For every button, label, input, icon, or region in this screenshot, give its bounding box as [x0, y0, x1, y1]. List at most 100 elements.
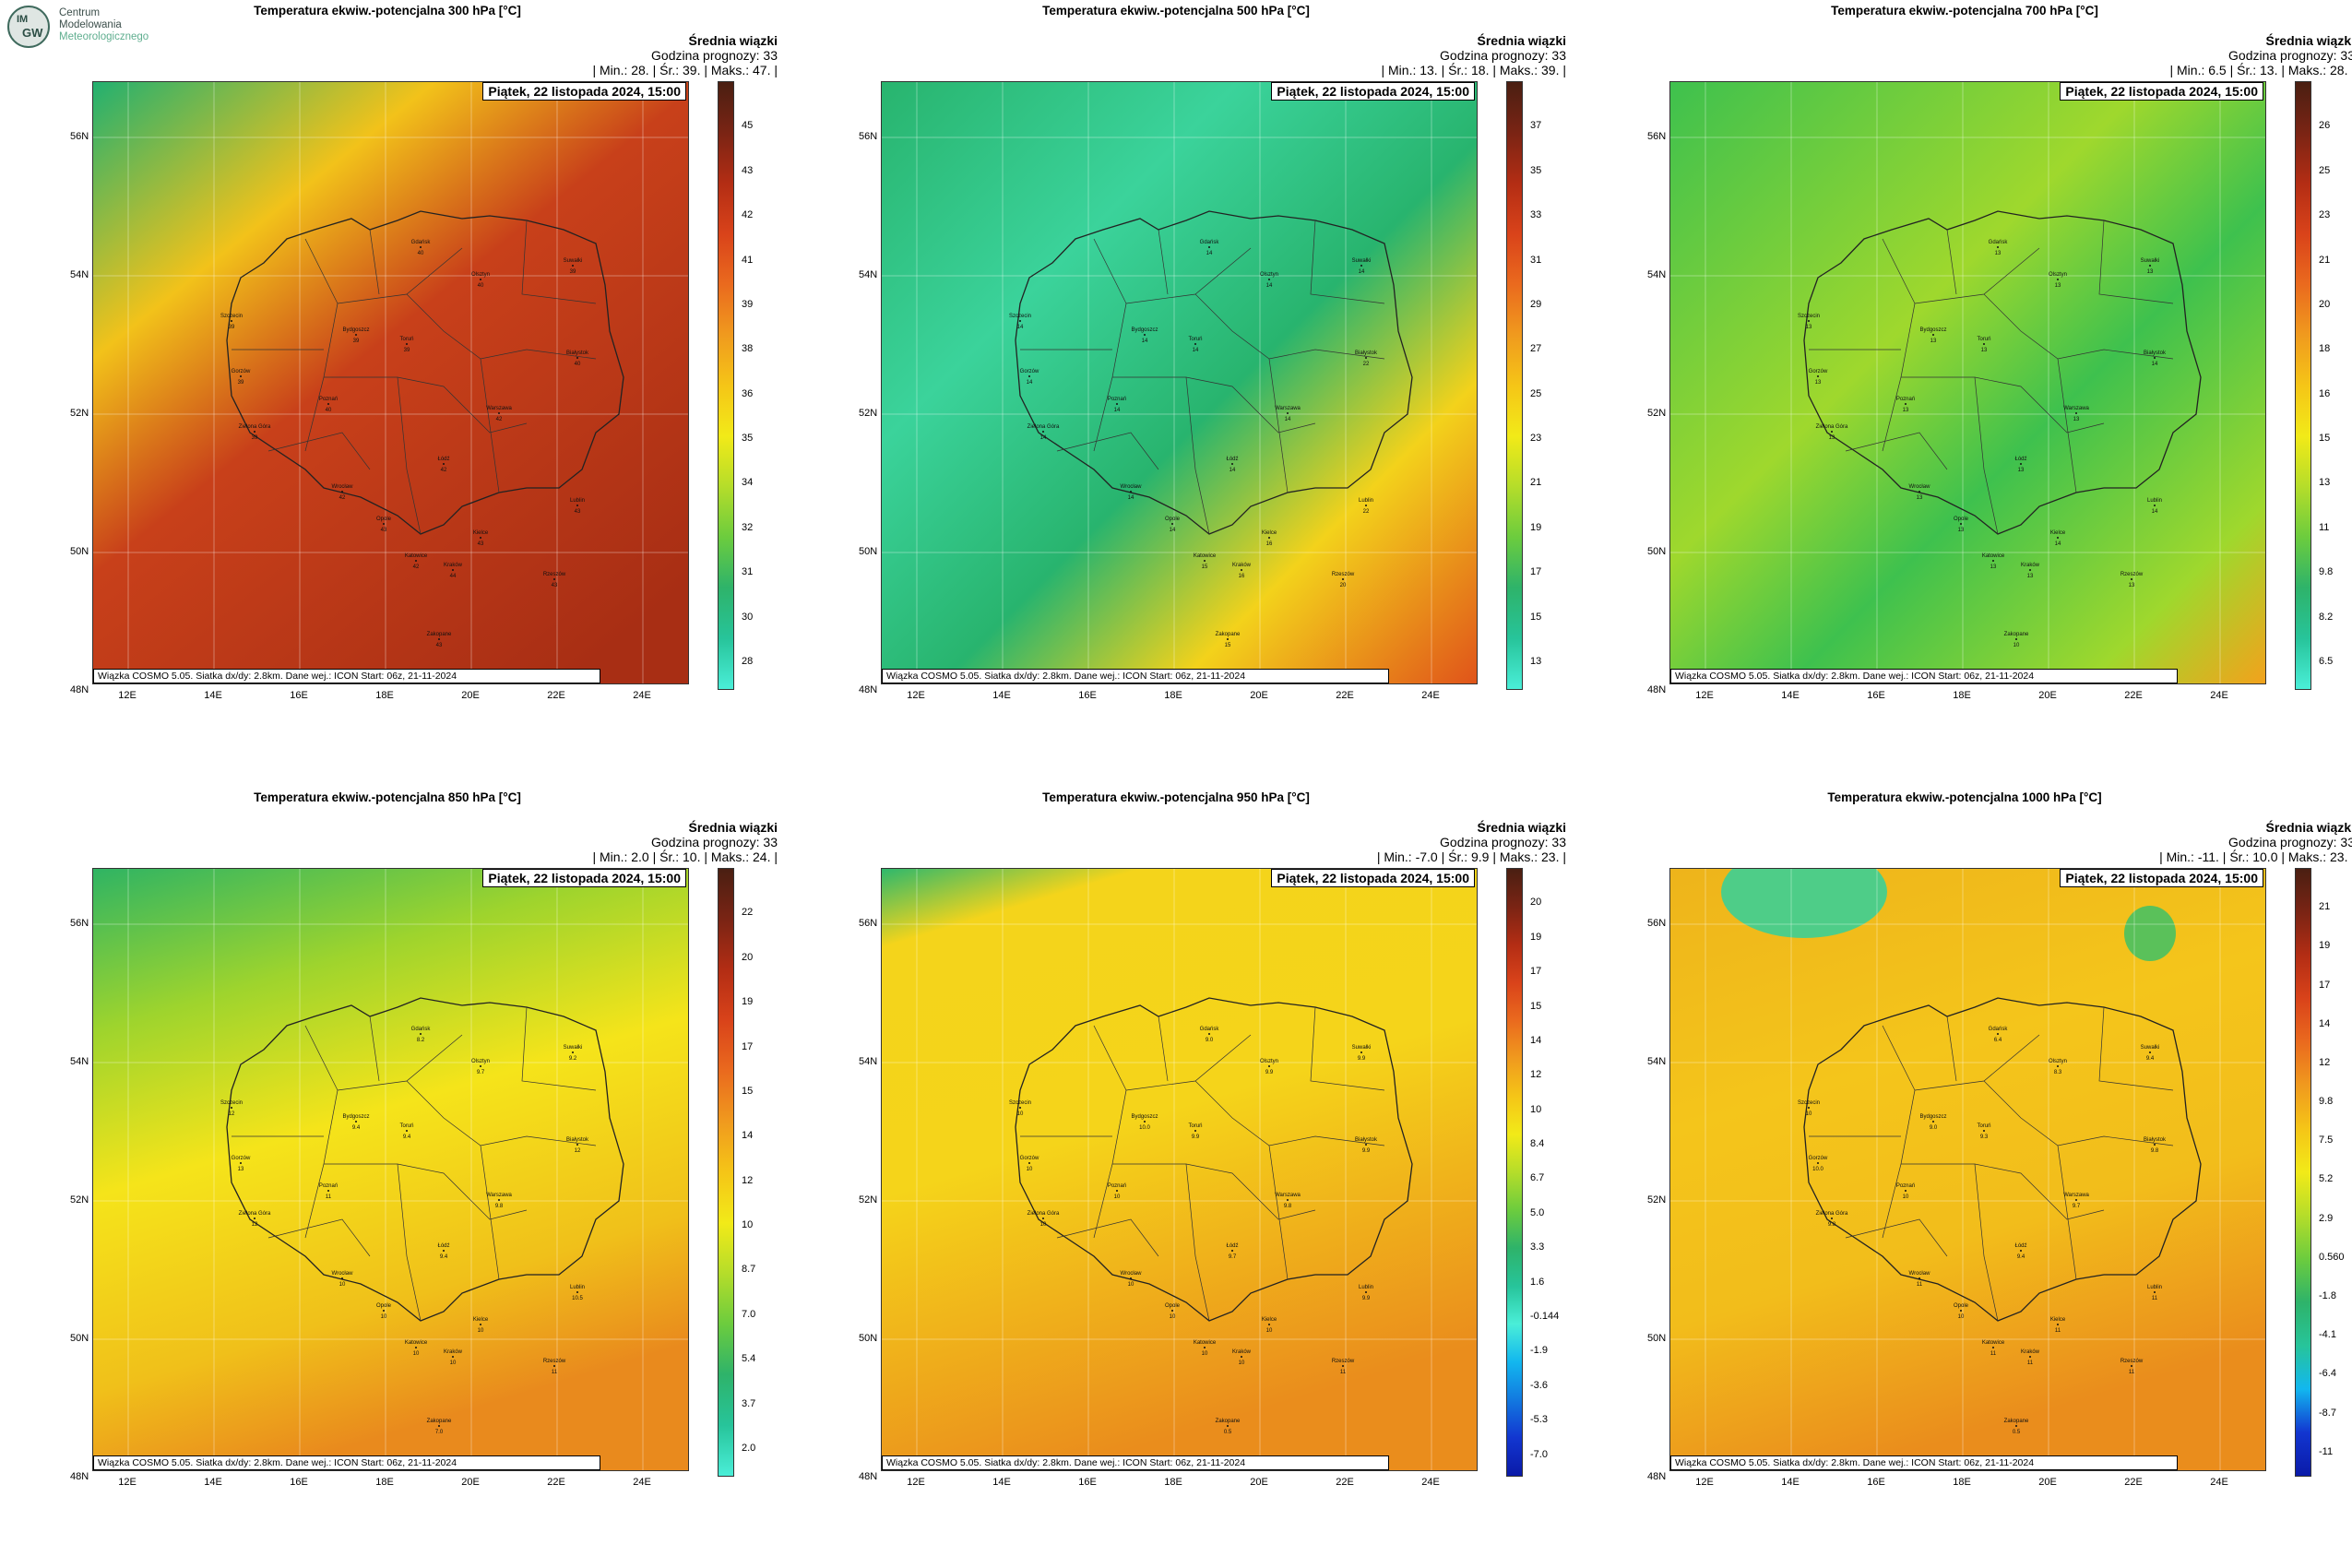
voivodeship-border [480, 358, 500, 493]
city-value: 13 [2073, 417, 2080, 422]
colorbar-tick-label: 1.6 [1530, 1276, 1545, 1288]
city-marker [254, 1218, 255, 1219]
lon-tick-label: 14E [204, 1477, 222, 1488]
colorbar-tick-label: 37 [1530, 120, 1542, 132]
city-marker [452, 1356, 454, 1358]
city-label: Suwałki [564, 258, 583, 264]
city-marker [498, 412, 500, 414]
field-background [882, 82, 1477, 683]
city-label: Bydgoszcz [1919, 327, 1946, 333]
colorbar-tick-label: 17 [742, 1040, 754, 1052]
city-value: 10 [478, 1328, 484, 1334]
forecast-map[interactable]: Gdańsk 9.0 Olsztyn 9.9 Suwałki 9.9 Szczecin 10 B… [881, 868, 1478, 1471]
voivodeship-border [369, 229, 380, 295]
city-label: Lublin [1359, 1285, 1373, 1290]
city-value: 14 [1170, 528, 1176, 533]
city-marker [2131, 1365, 2132, 1367]
city-value: 10 [2013, 643, 2020, 648]
city-marker [2057, 279, 2059, 280]
city-marker [2057, 537, 2059, 539]
forecast-hour: Godzina prognozy: 33 [1440, 48, 1566, 63]
city-label: Lublin [570, 1285, 585, 1290]
city-value: 16 [1239, 574, 1245, 579]
lon-tick-label: 24E [633, 1477, 651, 1488]
city-label: Wrocław [1121, 1271, 1143, 1277]
city-value: 10 [1114, 1194, 1121, 1200]
city-value: 42 [496, 417, 503, 422]
city-label: Warszawa [1275, 406, 1301, 411]
city-value: 10 [1958, 1314, 1965, 1320]
colorbar-tick-label: 42 [742, 209, 754, 221]
city-label: Warszawa [486, 406, 512, 411]
panel-title: Temperatura ekwiw.-potencjalna 1000 hPa … [1827, 790, 2102, 804]
city-value: 9.8 [1284, 1204, 1292, 1209]
city-value: 20 [1340, 583, 1347, 588]
city-value: 11 [1990, 1351, 1997, 1357]
source-note: Wiązka COSMO 5.05. Siatka dx/dy: 2.8km. … [1670, 669, 2178, 683]
voivodeship-border [1185, 376, 1210, 535]
lon-tick-label: 20E [1250, 1477, 1268, 1488]
city-label: Katowice [1194, 553, 1217, 559]
cold-blob [2124, 906, 2176, 961]
lon-tick-label: 14E [1781, 1477, 1800, 1488]
city-marker [2154, 505, 2156, 506]
lat-tick-label: 54N [70, 269, 89, 280]
colorbar-tick-label: -1.9 [1530, 1345, 1548, 1357]
city-marker [1365, 1144, 1367, 1146]
city-marker [576, 1144, 578, 1146]
city-marker [480, 1324, 481, 1325]
source-note: Wiązka COSMO 5.05. Siatka dx/dy: 2.8km. … [93, 669, 600, 683]
city-value: 14 [2055, 541, 2061, 547]
city-marker [1905, 403, 1907, 405]
forecast-map[interactable]: Gdańsk 8.2 Olsztyn 9.7 Suwałki 9.2 Szczecin 12 B… [92, 868, 689, 1471]
city-label: Gorzów [1020, 1156, 1039, 1161]
city-label: Katowice [1982, 1340, 2005, 1346]
forecast-map[interactable]: Gdańsk 6.4 Olsztyn 8.3 Suwałki 9.4 Szczecin 10 B… [1669, 868, 2266, 1471]
lon-tick-label: 16E [1867, 690, 1885, 701]
city-marker [1268, 279, 1270, 280]
city-label: Kraków [2021, 1349, 2040, 1355]
voivodeship-border [521, 1006, 597, 1091]
city-marker [1287, 1199, 1289, 1201]
city-value: 14 [1206, 251, 1213, 256]
city-label: Białystok [566, 1137, 589, 1143]
imgw-badge: IM GW [7, 6, 50, 48]
city-value: 9.9 [1358, 1056, 1366, 1062]
lat-tick-label: 48N [70, 1471, 89, 1482]
forecast-map[interactable]: Gdańsk 40 Olsztyn 40 Suwałki 39 Szczecin 39 Bydg… [92, 81, 689, 684]
min-mean-max: | Min.: -11. | Śr.: 10.0 | Maks.: 23. | [2159, 849, 2352, 864]
logo-badge-line2: GW [22, 26, 43, 40]
city-marker [2131, 578, 2132, 580]
lat-tick-label: 54N [1647, 269, 1667, 280]
city-label: Łódź [2014, 457, 2026, 462]
city-value: 12 [252, 1222, 258, 1228]
forecast-map[interactable]: Gdańsk 13 Olsztyn 13 Suwałki 13 Szczecin 13 Bydg… [1669, 81, 2266, 684]
city-marker [1171, 1310, 1173, 1312]
city-label: Zakopane [2004, 632, 2029, 637]
logo-text: Centrum Modelowania Meteorologicznego [59, 7, 148, 43]
city-value: 8.2 [417, 1038, 425, 1043]
city-marker [480, 1065, 481, 1067]
voivodeship-border [369, 1016, 380, 1082]
city-value: 9.4 [2017, 1254, 2025, 1260]
city-marker [1130, 491, 1132, 493]
city-value: 13 [1917, 495, 1923, 501]
min-mean-max: | Min.: 6.5 | Śr.: 13. | Maks.: 28. | [2169, 63, 2352, 77]
voivodeship-border [397, 1163, 422, 1322]
city-marker [406, 343, 408, 345]
city-marker [2149, 1051, 2151, 1053]
city-label: Szczecin [1798, 314, 1820, 319]
colorbar-tick-label: 29 [1530, 298, 1542, 310]
city-label: Lublin [570, 498, 585, 504]
colorbar-tick-label: 12 [1530, 1069, 1542, 1081]
city-label: Zakopane [427, 632, 452, 637]
city-label: Zakopane [2004, 1419, 2029, 1424]
city-value: 14 [1027, 380, 1033, 386]
city-value: 9.9 [1362, 1148, 1371, 1154]
colorbar-tick-label: 20 [742, 951, 754, 963]
forecast-map[interactable]: Gdańsk 14 Olsztyn 14 Suwałki 14 Szczecin 14 Bydg… [881, 81, 1478, 684]
city-value: 39 [353, 339, 360, 344]
colorbar-tick-label: 5.4 [742, 1353, 756, 1365]
city-label: Toruń [1977, 337, 1990, 342]
city-marker [1204, 560, 1206, 562]
